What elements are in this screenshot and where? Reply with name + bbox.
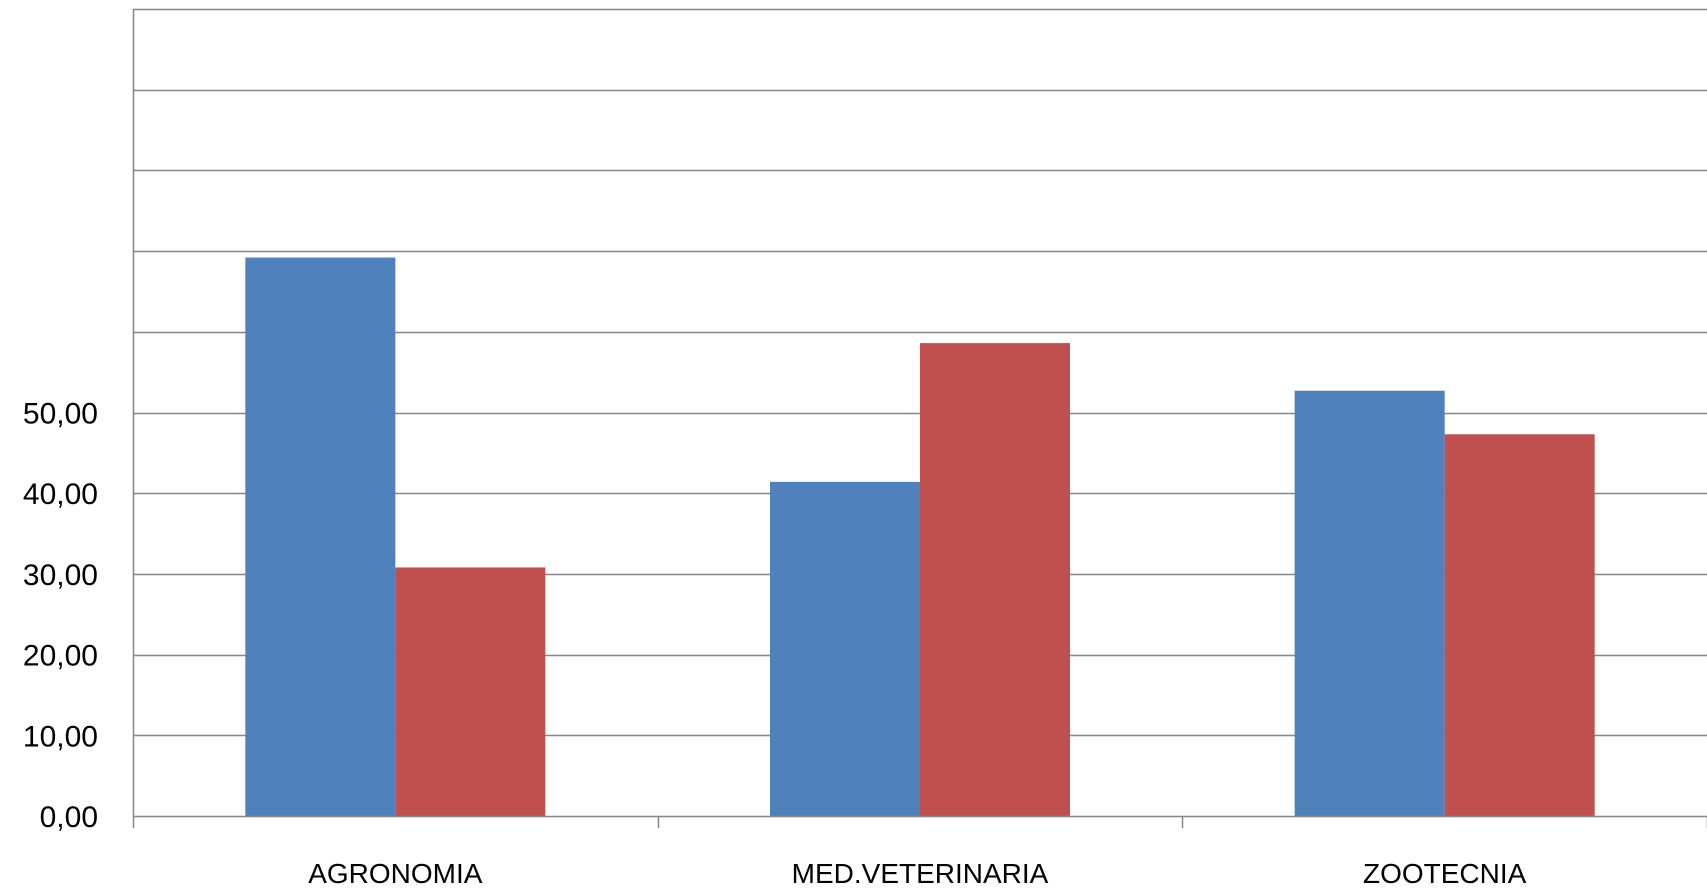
axes bbox=[132, 9, 1707, 828]
y-tick-label: 0,00 bbox=[40, 801, 98, 834]
y-tick-label: 20,00 bbox=[23, 640, 98, 673]
bar-agronomia-series-1 bbox=[245, 257, 396, 816]
y-tick-label: 30,00 bbox=[23, 559, 98, 592]
bar-med-veterinaria-series-2 bbox=[920, 343, 1070, 816]
y-tick-label: 10,00 bbox=[23, 720, 98, 753]
labels: 0,00 10,00 20,00 30,00 40,00 50,00 AGRONOMIA ME… bbox=[23, 398, 1527, 889]
bars bbox=[245, 257, 1595, 816]
y-tick-label: 40,00 bbox=[23, 478, 98, 511]
bar-zootecnia-series-1 bbox=[1294, 390, 1445, 816]
x-category-label: MED.VETERINARIA bbox=[792, 858, 1049, 889]
bar-agronomia-series-2 bbox=[395, 567, 546, 816]
x-category-label: ZOOTECNIA bbox=[1363, 858, 1527, 889]
bar-zootecnia-series-2 bbox=[1444, 434, 1595, 816]
bar-med-veterinaria-series-1 bbox=[770, 481, 920, 816]
x-category-label: AGRONOMIA bbox=[308, 858, 483, 889]
y-tick-label: 50,00 bbox=[23, 398, 98, 431]
